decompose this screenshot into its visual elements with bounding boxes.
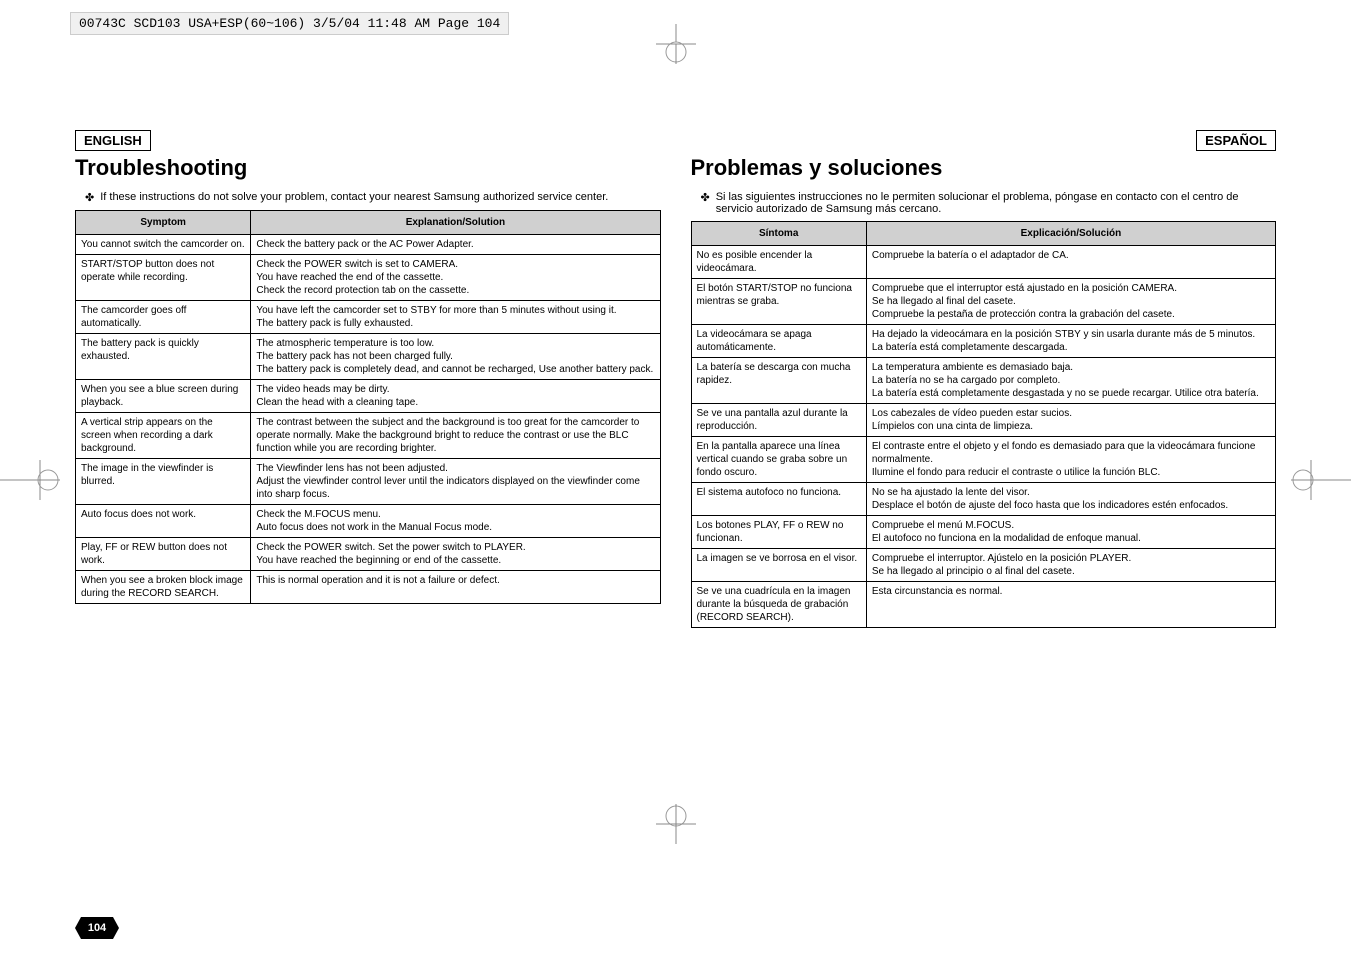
- table-row: La batería se descarga con mucha rapidez…: [691, 358, 1276, 404]
- table-row: La videocámara se apaga automáticamente.…: [691, 325, 1276, 358]
- explanation-cell: Check the POWER switch. Set the power sw…: [251, 538, 660, 571]
- symptom-cell: La batería se descarga con mucha rapidez…: [691, 358, 866, 404]
- crop-mark-bottom: [656, 804, 696, 844]
- right-column: ESPAÑOL Problemas y soluciones ✤ Si las …: [691, 130, 1277, 628]
- th-sintoma: Síntoma: [691, 222, 866, 246]
- symptom-cell: El sistema autofoco no funciona.: [691, 483, 866, 516]
- table-row: The camcorder goes off automatically.You…: [76, 301, 661, 334]
- table-row: Auto focus does not work.Check the M.FOC…: [76, 505, 661, 538]
- bullet-icon: ✤: [701, 191, 710, 215]
- explanation-cell: Compruebe la batería o el adaptador de C…: [866, 246, 1275, 279]
- explanation-cell: Compruebe que el interruptor está ajusta…: [866, 279, 1275, 325]
- symptom-cell: La imagen se ve borrosa en el visor.: [691, 549, 866, 582]
- table-row: El botón START/STOP no funciona mientras…: [691, 279, 1276, 325]
- symptom-cell: When you see a broken block image during…: [76, 571, 251, 604]
- symptom-cell: La videocámara se apaga automáticamente.: [691, 325, 866, 358]
- explanation-cell: Esta circunstancia es normal.: [866, 582, 1275, 628]
- symptom-cell: You cannot switch the camcorder on.: [76, 235, 251, 255]
- explanation-cell: Ha dejado la videocámara en la posición …: [866, 325, 1275, 358]
- table-row: Se ve una pantalla azul durante la repro…: [691, 404, 1276, 437]
- explanation-cell: The atmospheric temperature is too low.T…: [251, 334, 660, 380]
- lang-label-espanol: ESPAÑOL: [1196, 130, 1276, 151]
- crop-mark-right: [1291, 460, 1351, 500]
- table-row: START/STOP button does not operate while…: [76, 255, 661, 301]
- th-explanation: Explanation/Solution: [251, 211, 660, 235]
- symptom-cell: A vertical strip appears on the screen w…: [76, 413, 251, 459]
- explanation-cell: The video heads may be dirty.Clean the h…: [251, 380, 660, 413]
- symptom-cell: Se ve una pantalla azul durante la repro…: [691, 404, 866, 437]
- table-row: El sistema autofoco no funciona.No se ha…: [691, 483, 1276, 516]
- title-problemas: Problemas y soluciones: [691, 155, 1277, 181]
- table-row: Los botones PLAY, FF o REW no funcionan.…: [691, 516, 1276, 549]
- explanation-cell: The contrast between the subject and the…: [251, 413, 660, 459]
- symptom-cell: START/STOP button does not operate while…: [76, 255, 251, 301]
- troubleshooting-table-en: Symptom Explanation/Solution You cannot …: [75, 210, 661, 604]
- page-number: 104: [88, 922, 106, 934]
- content-area: ENGLISH Troubleshooting ✤ If these instr…: [75, 130, 1276, 628]
- lang-label-english: ENGLISH: [75, 130, 151, 151]
- symptom-cell: No es posible encender la videocámara.: [691, 246, 866, 279]
- explanation-cell: Check the POWER switch is set to CAMERA.…: [251, 255, 660, 301]
- explanation-cell: Compruebe el menú M.FOCUS.El autofoco no…: [866, 516, 1275, 549]
- explanation-cell: Check the M.FOCUS menu.Auto focus does n…: [251, 505, 660, 538]
- explanation-cell: La temperatura ambiente es demasiado baj…: [866, 358, 1275, 404]
- table-row: En la pantalla aparece una línea vertica…: [691, 437, 1276, 483]
- bullet-icon: ✤: [85, 191, 94, 204]
- table-row: Se ve una cuadrícula en la imagen durant…: [691, 582, 1276, 628]
- table-row: When you see a blue screen during playba…: [76, 380, 661, 413]
- table-row: You cannot switch the camcorder on.Check…: [76, 235, 661, 255]
- intro-text-right: Si las siguientes instrucciones no le pe…: [716, 191, 1276, 215]
- table-row: The battery pack is quickly exhausted.Th…: [76, 334, 661, 380]
- th-explicacion: Explicación/Solución: [866, 222, 1275, 246]
- table-row: A vertical strip appears on the screen w…: [76, 413, 661, 459]
- symptom-cell: Los botones PLAY, FF o REW no funcionan.: [691, 516, 866, 549]
- symptom-cell: Auto focus does not work.: [76, 505, 251, 538]
- explanation-cell: Check the battery pack or the AC Power A…: [251, 235, 660, 255]
- header-filepath: 00743C SCD103 USA+ESP(60~106) 3/5/04 11:…: [79, 16, 500, 31]
- crop-mark-top: [656, 24, 696, 64]
- intro-left: ✤ If these instructions do not solve you…: [75, 191, 661, 204]
- explanation-cell: This is normal operation and it is not a…: [251, 571, 660, 604]
- th-symptom: Symptom: [76, 211, 251, 235]
- symptom-cell: Se ve una cuadrícula en la imagen durant…: [691, 582, 866, 628]
- table-row: The image in the viewfinder is blurred.T…: [76, 459, 661, 505]
- title-troubleshooting: Troubleshooting: [75, 155, 661, 181]
- symptom-cell: The camcorder goes off automatically.: [76, 301, 251, 334]
- symptom-cell: When you see a blue screen during playba…: [76, 380, 251, 413]
- document-header-bar: 00743C SCD103 USA+ESP(60~106) 3/5/04 11:…: [70, 12, 509, 35]
- symptom-cell: Play, FF or REW button does not work.: [76, 538, 251, 571]
- crop-mark-left: [0, 460, 60, 500]
- intro-text-left: If these instructions do not solve your …: [100, 191, 608, 204]
- table-row: When you see a broken block image during…: [76, 571, 661, 604]
- symptom-cell: En la pantalla aparece una línea vertica…: [691, 437, 866, 483]
- table-row: Play, FF or REW button does not work.Che…: [76, 538, 661, 571]
- page-number-badge: 104: [75, 917, 119, 939]
- symptom-cell: The image in the viewfinder is blurred.: [76, 459, 251, 505]
- explanation-cell: El contraste entre el objeto y el fondo …: [866, 437, 1275, 483]
- explanation-cell: Los cabezales de vídeo pueden estar suci…: [866, 404, 1275, 437]
- table-row: La imagen se ve borrosa en el visor.Comp…: [691, 549, 1276, 582]
- symptom-cell: The battery pack is quickly exhausted.: [76, 334, 251, 380]
- table-row: No es posible encender la videocámara.Co…: [691, 246, 1276, 279]
- explanation-cell: Compruebe el interruptor. Ajústelo en la…: [866, 549, 1275, 582]
- troubleshooting-table-es: Síntoma Explicación/Solución No es posib…: [691, 221, 1277, 628]
- explanation-cell: You have left the camcorder set to STBY …: [251, 301, 660, 334]
- explanation-cell: No se ha ajustado la lente del visor.Des…: [866, 483, 1275, 516]
- symptom-cell: El botón START/STOP no funciona mientras…: [691, 279, 866, 325]
- intro-right: ✤ Si las siguientes instrucciones no le …: [691, 191, 1277, 215]
- left-column: ENGLISH Troubleshooting ✤ If these instr…: [75, 130, 661, 628]
- explanation-cell: The Viewfinder lens has not been adjuste…: [251, 459, 660, 505]
